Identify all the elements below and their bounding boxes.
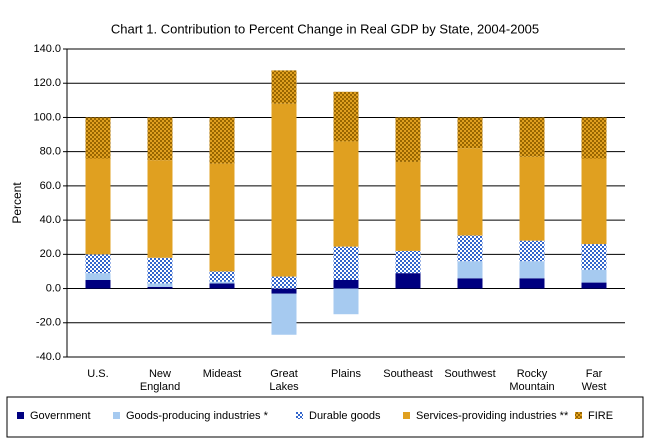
bar-segment [85,158,111,255]
y-tick-label: 20.0 [40,248,61,260]
legend-label: Services-providing industries ** [416,410,569,422]
y-tick-label: -20.0 [36,317,61,329]
bar-segment [519,240,545,262]
y-tick-label: 120.0 [33,77,61,89]
bar-segment [209,117,235,164]
legend-swatch [17,412,24,419]
bar-segment [395,117,421,162]
y-axis-label: Percent [10,182,24,224]
legend-label: FIRE [588,410,613,422]
bar-segment [333,288,359,315]
bar-segment [581,117,607,159]
bar-segment [209,271,235,282]
bar-segment [147,257,173,284]
legend-label: Government [30,410,91,422]
bar-segment [271,103,297,277]
bar-segment [581,158,607,245]
bar-segment [519,261,545,279]
y-tick-label: 0.0 [46,282,61,294]
x-tick-label: Plains [331,368,361,380]
bar-segment [519,278,545,289]
bar-segment [271,288,297,294]
bar-segment [271,70,297,104]
bar-segment [457,261,483,279]
bar-segment [395,250,421,274]
bar-segment [209,281,235,284]
bar-segment [457,148,483,236]
legend-swatch [113,412,120,419]
legend-swatch [296,412,303,419]
bar-segment [395,273,421,289]
bar-segment [333,91,359,142]
bar-segment [333,280,359,289]
bar-segment [147,283,173,287]
x-tick-label: U.S. [87,368,109,380]
legend-label: Durable goods [309,410,381,422]
bar-segment [209,163,235,272]
bar-segment [333,141,359,247]
x-tick-label: New England [139,368,181,393]
chart-title: Chart 1. Contribution to Percent Change … [111,21,539,36]
bar-segment [581,282,607,289]
bar-segment [271,276,297,289]
bar-segment [581,269,607,283]
bar-segment [457,278,483,289]
bar-segment [209,283,235,289]
x-tick-label: Southwest [444,368,496,380]
y-tick-label: 40.0 [40,214,61,226]
bar-segment [85,254,111,274]
x-tick-label: Far West [581,368,607,393]
bar-segment [519,117,545,157]
bar-segment [85,117,111,159]
y-tick-label: 140.0 [33,43,61,55]
bar-segment [581,244,607,270]
bar-segment [147,160,173,258]
y-tick-label: 60.0 [40,180,61,192]
legend-swatch [403,412,410,419]
legend-label: Goods-producing industries * [126,410,269,422]
y-tick-label: 80.0 [40,146,61,158]
legend-swatch [575,412,582,419]
bar-segment [147,286,173,289]
bar-segment [85,273,111,280]
bar-segment [457,117,483,149]
bar-segment [147,117,173,161]
y-tick-label: -40.0 [36,351,61,363]
bar-segment [395,161,421,251]
x-tick-label: Great Lakes [269,368,299,393]
bar-segment [85,280,111,289]
x-tick-label: Mideast [202,368,242,380]
bar-segment [519,156,545,241]
x-tick-label: Rocky Mountain [509,368,555,393]
x-tick-label: Southeast [383,368,433,380]
y-tick-label: 100.0 [33,111,61,123]
bar-segment [271,293,297,335]
bar-segment [457,235,483,262]
bar-segment [333,246,359,280]
